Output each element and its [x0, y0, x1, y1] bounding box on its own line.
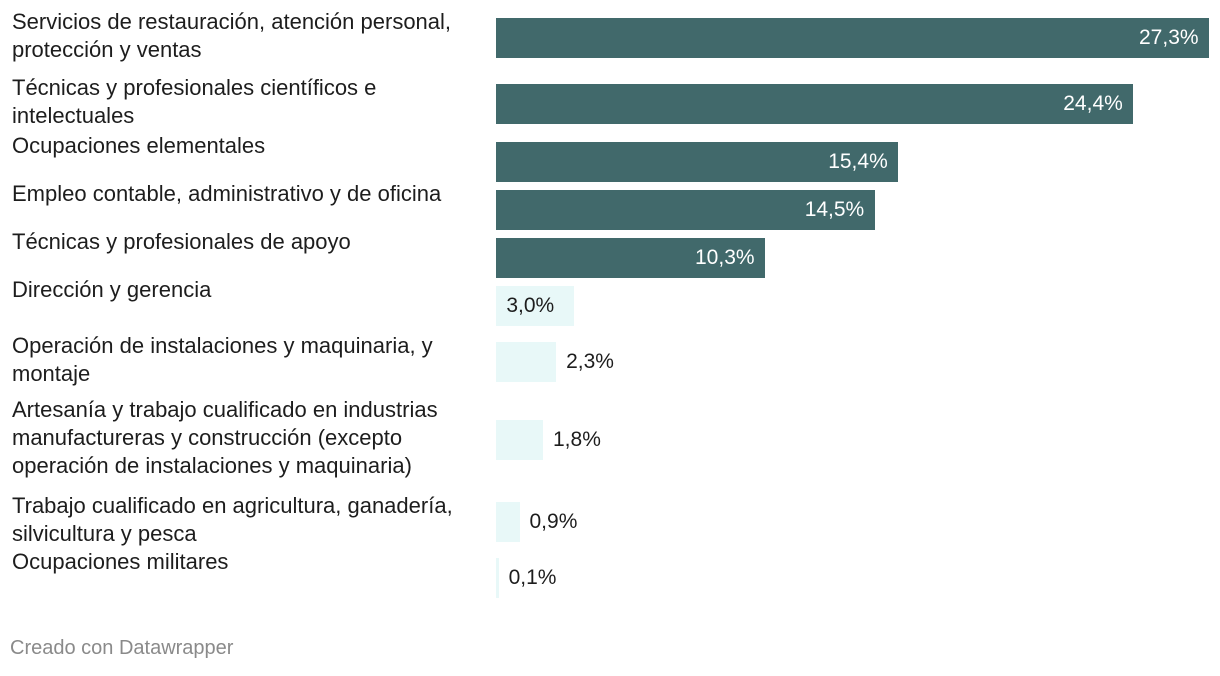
bar[interactable]	[496, 342, 557, 382]
value-label: 14,5%	[804, 198, 865, 221]
bar-row: Ocupaciones militares 0,1%	[0, 549, 1220, 602]
category-label: Artesanía y trabajo cualificado en indus…	[12, 397, 438, 478]
bar[interactable]	[496, 18, 1209, 58]
value-label: 24,4%	[1063, 92, 1123, 115]
bar-row: Operación de instalaciones y maquinaria,…	[0, 333, 1220, 390]
value-label: 1,8%	[553, 428, 601, 451]
value-label: 3,0%	[506, 294, 555, 317]
category-label: Técnicas y profesionales de apoyo	[12, 229, 351, 254]
value-label: 2,3%	[566, 350, 614, 373]
bar-row: Empleo contable, administrativo y de ofi…	[0, 181, 1220, 234]
bar[interactable]	[496, 420, 543, 460]
bar[interactable]	[496, 142, 899, 182]
value-label: 10,3%	[695, 246, 755, 269]
category-label: Técnicas y profesionales científicos e i…	[12, 75, 377, 128]
bar-row: Trabajo cualificado en agricultura, gana…	[0, 493, 1220, 550]
datawrapper-credit[interactable]: Creado con Datawrapper	[10, 637, 234, 659]
category-label: Dirección y gerencia	[12, 277, 212, 302]
category-label: Ocupaciones elementales	[12, 133, 266, 158]
bar-row: Servicios de restauración, atención pers…	[0, 9, 1220, 66]
bar[interactable]	[496, 286, 575, 326]
bar-row: Artesanía y trabajo cualificado en indus…	[0, 397, 1220, 482]
category-label: Empleo contable, administrativo y de ofi…	[12, 181, 442, 206]
bar-row: Ocupaciones elementales 15,4%	[0, 133, 1220, 186]
bar[interactable]	[496, 502, 520, 542]
category-label: Ocupaciones militares	[12, 549, 229, 574]
bar-row: Técnicas y profesionales científicos e i…	[0, 75, 1220, 132]
bar[interactable]	[496, 558, 499, 598]
category-label: Servicios de restauración, atención pers…	[12, 9, 452, 62]
value-label: 0,9%	[529, 510, 578, 533]
bar[interactable]	[496, 238, 765, 278]
bar-row: Técnicas y profesionales de apoyo 10,3%	[0, 229, 1220, 282]
bar-row: Dirección y gerencia 3,0%	[0, 277, 1220, 330]
bar[interactable]	[496, 190, 875, 230]
bar[interactable]	[496, 84, 1134, 124]
category-label: Operación de instalaciones y maquinaria,…	[12, 333, 433, 386]
value-label: 27,3%	[1139, 26, 1199, 49]
category-label: Trabajo cualificado en agricultura, gana…	[12, 493, 453, 546]
value-label: 15,4%	[828, 150, 888, 173]
value-label: 0,1%	[508, 566, 557, 589]
bar-chart: Servicios de restauración, atención pers…	[0, 9, 1220, 602]
